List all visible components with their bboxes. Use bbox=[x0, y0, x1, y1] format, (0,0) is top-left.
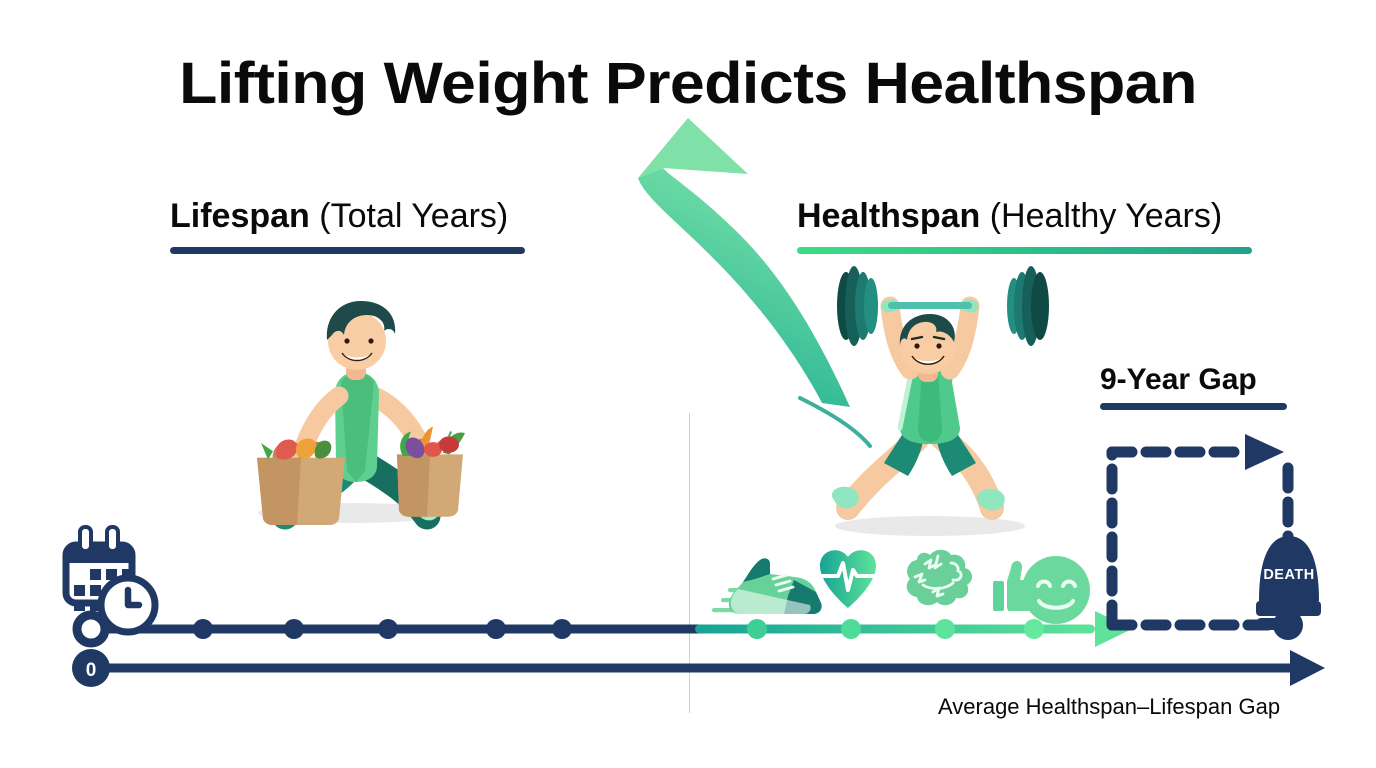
svg-text:DEATH: DEATH bbox=[1263, 567, 1314, 583]
svg-text:0: 0 bbox=[86, 660, 97, 681]
